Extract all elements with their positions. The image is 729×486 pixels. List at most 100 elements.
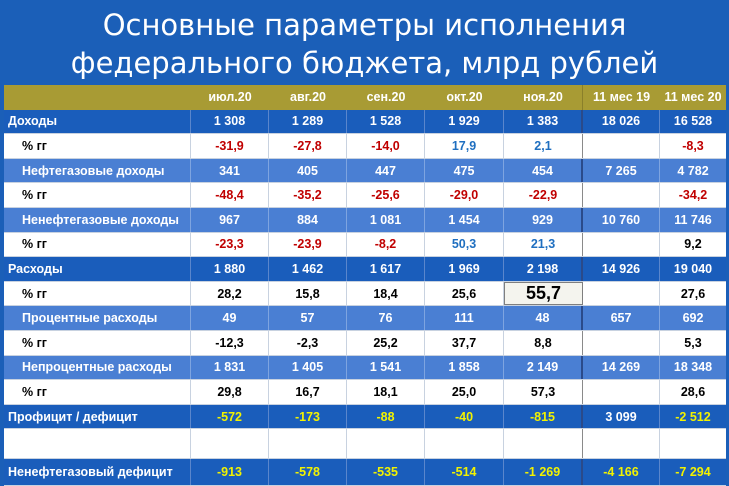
table-cell: 15,8 <box>269 281 347 306</box>
table-cell: -535 <box>347 459 425 486</box>
table-cell: 1 880 <box>191 257 269 281</box>
table-cell: 28,2 <box>191 281 269 306</box>
table-cell: 1 405 <box>269 355 347 380</box>
table-cell: -40 <box>425 404 504 429</box>
table-cell: 447 <box>347 158 425 183</box>
table-cell: -8,2 <box>347 232 425 257</box>
table-row: Ненефтегазовый дефицит -913 -578 -535 -5… <box>4 459 726 486</box>
table-cell: -815 <box>504 404 583 429</box>
table-cell: 1 462 <box>269 257 347 281</box>
table-cell: -35,2 <box>269 183 347 207</box>
slide-title: Основные параметры исполнения федерально… <box>0 6 729 82</box>
table-cell: 16 528 <box>673 114 713 129</box>
table-cell: 3 099 <box>583 404 660 429</box>
table-cell: 2,1 <box>504 134 583 158</box>
table-cell <box>583 429 660 459</box>
header-corner <box>4 85 191 110</box>
header-cell: июл.20 <box>208 90 252 105</box>
table-cell: -22,9 <box>504 183 583 207</box>
table-row: Расходы 1 880 1 462 1 617 1 969 2 198 14… <box>4 257 726 282</box>
table-cell <box>583 134 660 158</box>
title-line-2: федерального бюджета, млрд рублей <box>70 46 659 80</box>
table-cell: 21,3 <box>504 232 583 257</box>
table-cell: 10 760 <box>583 207 660 232</box>
table-cell: -2 512 <box>675 409 711 424</box>
table-cell: 1 969 <box>425 257 504 281</box>
table-cell <box>660 429 726 458</box>
highlighted-cell[interactable]: 55,7 <box>504 281 583 306</box>
row-label <box>4 429 191 459</box>
table-cell <box>347 429 425 459</box>
table-cell: -25,6 <box>347 183 425 207</box>
table-cell: 17,9 <box>425 134 504 158</box>
table-cell: 11 746 <box>674 212 712 227</box>
table-cell: 1 831 <box>191 355 269 380</box>
table-cell: -29,0 <box>425 183 504 207</box>
table-cell: 48 <box>504 306 583 330</box>
table-cell: 25,2 <box>347 330 425 355</box>
table-cell <box>583 232 660 257</box>
table-cell <box>583 183 660 207</box>
table-row: % гг -48,4 -35,2 -25,6 -29,0 -22,9 -34,2 <box>4 183 726 208</box>
table-cell: 2 198 <box>504 257 583 281</box>
table-cell: 454 <box>504 158 583 183</box>
header-cell: 11 мес 19 <box>592 90 651 105</box>
table-cell: 1 528 <box>347 109 425 134</box>
table-cell: 16,7 <box>269 380 347 404</box>
table-cell: 37,7 <box>425 330 504 355</box>
table-cell <box>583 380 660 404</box>
table-cell: -23,9 <box>269 232 347 257</box>
row-label: Доходы <box>4 109 191 134</box>
header-cell: сен.20 <box>366 90 406 105</box>
row-label: Нефтегазовые доходы <box>4 158 191 183</box>
row-label: % гг <box>4 134 191 158</box>
table-row: Ненефтегазовые доходы 967 884 1 081 1 45… <box>4 207 726 233</box>
table-cell: -514 <box>425 459 504 486</box>
table-cell <box>269 429 347 459</box>
table-cell: 1 454 <box>425 207 504 232</box>
table-cell <box>583 281 660 306</box>
table-cell: 14 269 <box>583 355 660 380</box>
table-cell: 884 <box>269 207 347 232</box>
table-row: Профицит / дефицит -572 -173 -88 -40 -81… <box>4 404 726 430</box>
budget-table: июл.20 авг.20 сен.20 окт.20 ноя.20 11 ме… <box>4 85 726 486</box>
table-cell: -7 294 <box>675 465 711 480</box>
table-cell: 76 <box>347 306 425 330</box>
row-label: % гг <box>4 232 191 257</box>
table-cell: 18 348 <box>673 360 713 375</box>
header-cell: авг.20 <box>290 90 326 105</box>
table-cell: 929 <box>504 207 583 232</box>
table-row: % гг 29,8 16,7 18,1 25,0 57,3 28,6 <box>4 380 726 405</box>
header-cell: окт.20 <box>446 90 483 105</box>
table-cell: 475 <box>425 158 504 183</box>
table-cell: 19 040 <box>673 261 713 276</box>
table-cell: -173 <box>269 404 347 429</box>
row-label: Ненефтегазовый дефицит <box>4 459 191 486</box>
row-label: Процентные расходы <box>4 306 191 330</box>
header-cell: 11 мес 20 <box>664 90 722 105</box>
table-row: % гг -31,9 -27,8 -14,0 17,9 2,1 -8,3 <box>4 134 726 159</box>
table-cell: -34,2 <box>678 188 708 203</box>
table-cell: 111 <box>425 306 504 330</box>
row-label: % гг <box>4 380 191 404</box>
table-cell: -1 269 <box>504 459 583 486</box>
table-cell: 657 <box>583 306 660 330</box>
table-cell: 27,6 <box>680 286 706 301</box>
table-cell <box>583 330 660 355</box>
table-cell: 25,6 <box>425 281 504 306</box>
table-cell: 1 858 <box>425 355 504 380</box>
table-cell: 8,8 <box>504 330 583 355</box>
table-cell: 9,2 <box>684 237 702 252</box>
table-cell: -2,3 <box>269 330 347 355</box>
table-cell: 967 <box>191 207 269 232</box>
table-cell: -14,0 <box>347 134 425 158</box>
row-label: % гг <box>4 330 191 355</box>
table-cell <box>504 429 583 459</box>
table-cell: -23,3 <box>191 232 269 257</box>
table-row: Процентные расходы 49 57 76 111 48 657 6… <box>4 306 726 331</box>
table-cell: -88 <box>347 404 425 429</box>
row-label: % гг <box>4 281 191 306</box>
table-cell: 405 <box>269 158 347 183</box>
table-row-empty <box>4 429 726 460</box>
table-cell: 14 926 <box>583 257 660 281</box>
